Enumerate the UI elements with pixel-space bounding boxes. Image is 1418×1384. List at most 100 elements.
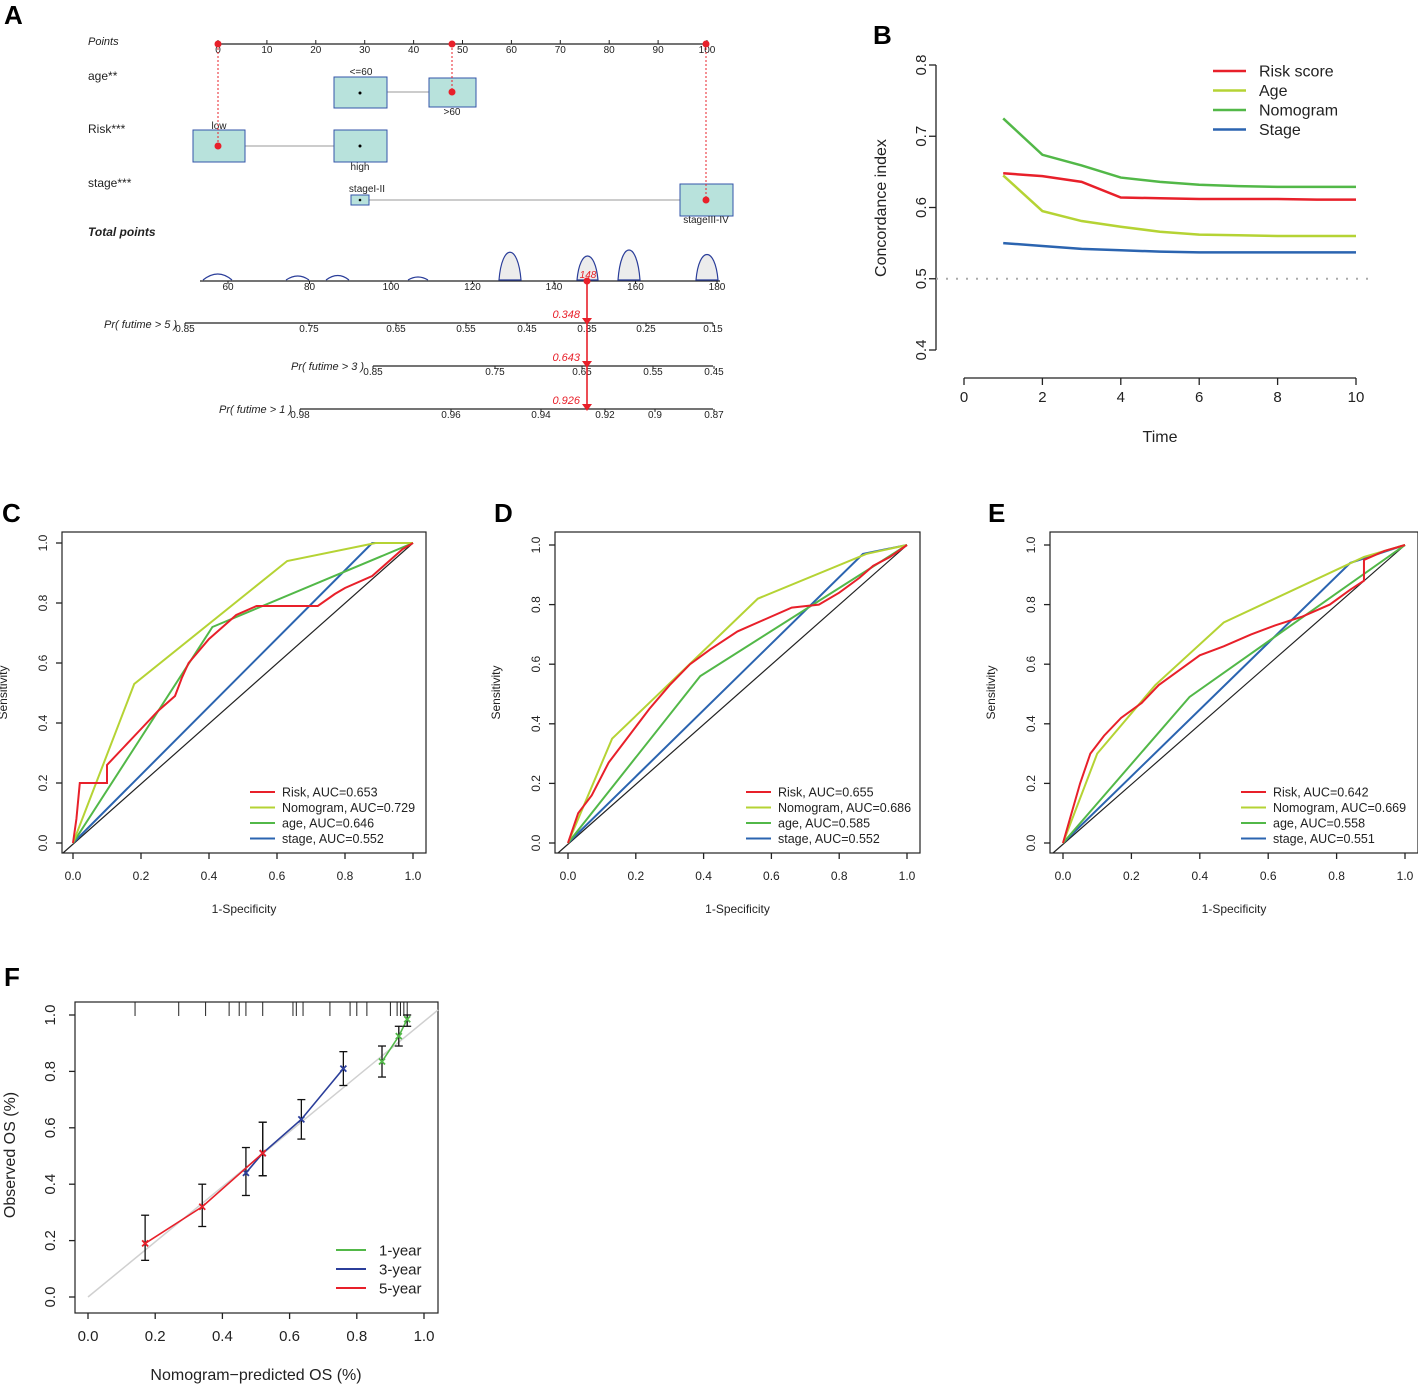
y-tick-label: 1.0 bbox=[36, 534, 50, 551]
prediction-arrows bbox=[582, 318, 592, 411]
panel-label-e: E bbox=[988, 498, 1005, 528]
points-tick-label: 80 bbox=[604, 45, 616, 56]
total-tick-label: 100 bbox=[383, 282, 400, 293]
legend-label: Risk, AUC=0.655 bbox=[778, 786, 874, 800]
stage-level-late: stageIII-IV bbox=[683, 215, 729, 226]
pr5-tick-label: 0.85 bbox=[175, 324, 195, 335]
x-tick-label: 4 bbox=[1117, 389, 1125, 406]
x-tick-label: 0.6 bbox=[1260, 869, 1277, 883]
roc-chart-e: 0.0 0.2 0.4 0.6 0.8 1.0 0.0 0.2 0.4 0.6 0.8 1.0 1-Sp… bbox=[984, 531, 1418, 916]
x-tick-label: 0.2 bbox=[133, 869, 150, 883]
points-tick-label: 50 bbox=[457, 45, 469, 56]
points-marker-stage bbox=[702, 40, 710, 48]
panel-label-a: A bbox=[4, 0, 23, 30]
legend-label: Age bbox=[1259, 83, 1288, 100]
pred-value-1yr: 0.926 bbox=[552, 395, 580, 407]
y-tick-label: 0.4 bbox=[42, 1174, 59, 1195]
x-tick-label: 0 bbox=[960, 389, 968, 406]
x-tick-label: 1.0 bbox=[1397, 869, 1414, 883]
nomo-label-age: age** bbox=[88, 69, 118, 83]
y-tick-label: 0.7 bbox=[913, 126, 930, 147]
y-tick-label: 0.4 bbox=[529, 715, 543, 732]
roc-curve bbox=[567, 544, 908, 844]
nomo-label-pr1: Pr( futime > 1 ) bbox=[219, 404, 292, 416]
x-tick-label: 0.6 bbox=[269, 869, 286, 883]
x-tick-label: 0.6 bbox=[279, 1328, 300, 1345]
legend-label: Nomogram, AUC=0.729 bbox=[282, 801, 415, 815]
pr5-tick-label: 0.45 bbox=[517, 324, 537, 335]
x-tick-label: 0.0 bbox=[78, 1328, 99, 1345]
roc-chart-c: 0.0 0.2 0.4 0.6 0.8 1.0 0.0 0.2 0.4 0.6 0.8 1.0 1-Sp… bbox=[0, 531, 427, 916]
panel-label-c: C bbox=[2, 498, 21, 528]
series-line-stage bbox=[1003, 241, 1356, 254]
x-tick-label: 0.4 bbox=[212, 1328, 233, 1345]
legend-label: age, AUC=0.585 bbox=[778, 817, 870, 831]
x-axis-title: 1-Specificity bbox=[1202, 902, 1267, 916]
x-tick-label: 0.0 bbox=[65, 869, 82, 883]
pr3-tick-label: 0.65 bbox=[572, 367, 592, 378]
y-tick-label: 0.6 bbox=[1024, 656, 1038, 673]
roc-curve bbox=[567, 544, 908, 844]
data-point bbox=[339, 1064, 347, 1073]
data-point bbox=[141, 1239, 149, 1248]
pr1-tick-label: 0.9 bbox=[648, 410, 662, 421]
y-tick-label: 0.4 bbox=[1024, 715, 1038, 732]
x-axis-title: Time bbox=[1143, 429, 1178, 446]
pr3-tick-label: 0.45 bbox=[704, 367, 724, 378]
risk-level-high: high bbox=[351, 162, 370, 173]
age-gt60-marker bbox=[448, 88, 456, 96]
roc-curve bbox=[1062, 544, 1406, 844]
density-peak-4 bbox=[695, 253, 719, 281]
legend-label: 3-year bbox=[379, 1262, 422, 1279]
x-tick-label: 0.2 bbox=[1123, 869, 1140, 883]
y-tick-label: 0.6 bbox=[913, 197, 930, 218]
x-tick-label: 0.8 bbox=[1328, 869, 1345, 883]
total-tick-label: 140 bbox=[546, 282, 563, 293]
x-axis-title: 1-Specificity bbox=[212, 902, 277, 916]
y-tick-label: 0.0 bbox=[42, 1287, 59, 1308]
x-tick-label: 1.0 bbox=[405, 869, 422, 883]
legend-label: Risk, AUC=0.642 bbox=[1273, 786, 1369, 800]
stage-level-early: stageI-II bbox=[349, 184, 385, 195]
data-point bbox=[259, 1149, 267, 1157]
y-tick-label: 0.2 bbox=[529, 775, 543, 792]
roc-curve bbox=[72, 542, 414, 844]
y-tick-label: 0.8 bbox=[36, 594, 50, 611]
pr1-tick-label: 0.87 bbox=[704, 410, 724, 421]
stage-late-marker bbox=[702, 196, 710, 204]
panel-label-b: B bbox=[873, 20, 892, 50]
points-tick-label: 40 bbox=[408, 45, 420, 56]
x-axis-title: 1-Specificity bbox=[705, 902, 770, 916]
x-tick-label: 0.4 bbox=[695, 869, 712, 883]
series-line-risk-score bbox=[1003, 172, 1356, 201]
pr3-tick-label: 0.85 bbox=[363, 367, 383, 378]
x-tick-label: 10 bbox=[1348, 389, 1365, 406]
calibration-line bbox=[245, 1068, 344, 1174]
nomo-label-pr3: Pr( futime > 3 ) bbox=[291, 361, 364, 373]
y-tick-label: 0.5 bbox=[913, 268, 930, 289]
panel-label-d: D bbox=[494, 498, 513, 528]
legend-label: age, AUC=0.558 bbox=[1273, 817, 1365, 831]
legend-label: Nomogram, AUC=0.669 bbox=[1273, 801, 1406, 815]
risk-box-high-center bbox=[358, 144, 362, 148]
density-peak-2 bbox=[576, 255, 599, 281]
data-point bbox=[242, 1169, 250, 1177]
pred-value-5yr: 0.348 bbox=[552, 309, 580, 321]
y-tick-label: 0.8 bbox=[529, 596, 543, 613]
points-tick-label: 90 bbox=[653, 45, 665, 56]
legend-label: Stage bbox=[1259, 122, 1301, 139]
roc-curve bbox=[72, 542, 413, 844]
roc-curve bbox=[1062, 544, 1406, 844]
points-marker-age bbox=[448, 40, 456, 48]
x-axis-title: Nomogram−predicted OS (%) bbox=[150, 1367, 361, 1384]
diagonal-line bbox=[557, 544, 908, 854]
risk-low-marker bbox=[214, 142, 222, 150]
x-tick-label: 0.8 bbox=[831, 869, 848, 883]
pr3-tick-label: 0.55 bbox=[643, 367, 663, 378]
pr1-tick-label: 0.94 bbox=[531, 410, 551, 421]
concordance-chart: 0.4 0.5 0.6 0.7 0.8 0 2 4 6 8 10 Time Concordance in… bbox=[873, 55, 1376, 446]
points-tick-label: 30 bbox=[359, 45, 371, 56]
nomo-label-total: Total points bbox=[88, 225, 156, 239]
points-tick-label: 70 bbox=[555, 45, 567, 56]
y-tick-label: 0.8 bbox=[913, 55, 930, 76]
